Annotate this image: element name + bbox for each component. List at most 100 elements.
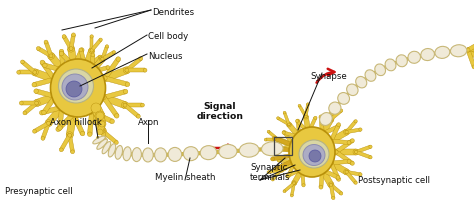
Circle shape: [72, 64, 76, 69]
Polygon shape: [292, 151, 314, 184]
Polygon shape: [277, 144, 294, 151]
Circle shape: [72, 64, 76, 69]
Circle shape: [307, 131, 310, 134]
Circle shape: [310, 150, 315, 155]
Circle shape: [347, 159, 351, 163]
Polygon shape: [303, 116, 314, 152]
Circle shape: [347, 141, 351, 144]
Circle shape: [276, 148, 279, 151]
Polygon shape: [76, 57, 105, 90]
Polygon shape: [287, 168, 303, 177]
Circle shape: [286, 122, 292, 127]
Polygon shape: [310, 117, 334, 153]
Circle shape: [74, 85, 82, 92]
Circle shape: [354, 120, 357, 123]
Circle shape: [290, 159, 294, 163]
Circle shape: [472, 65, 474, 69]
Circle shape: [298, 135, 301, 138]
Polygon shape: [24, 102, 38, 114]
Circle shape: [121, 102, 128, 108]
Circle shape: [329, 139, 333, 143]
Circle shape: [59, 51, 64, 56]
Polygon shape: [467, 39, 474, 52]
Circle shape: [99, 38, 102, 41]
Circle shape: [102, 76, 107, 80]
Circle shape: [66, 81, 82, 97]
Circle shape: [52, 77, 56, 82]
Polygon shape: [277, 137, 313, 154]
Circle shape: [292, 182, 295, 184]
Circle shape: [267, 171, 270, 174]
Circle shape: [310, 150, 315, 155]
Circle shape: [339, 109, 343, 112]
Circle shape: [33, 70, 36, 74]
Circle shape: [141, 103, 145, 107]
Polygon shape: [97, 123, 105, 133]
Circle shape: [309, 149, 315, 155]
Circle shape: [99, 121, 105, 127]
Polygon shape: [268, 169, 281, 174]
Circle shape: [116, 57, 120, 61]
Text: Synapse: Synapse: [310, 72, 347, 81]
Circle shape: [280, 169, 282, 171]
Polygon shape: [273, 137, 292, 146]
Polygon shape: [90, 55, 95, 72]
Polygon shape: [44, 63, 64, 73]
Circle shape: [292, 181, 297, 186]
Polygon shape: [467, 48, 474, 63]
Ellipse shape: [450, 45, 467, 57]
Circle shape: [276, 117, 279, 119]
Polygon shape: [88, 112, 94, 134]
Circle shape: [125, 82, 130, 86]
Ellipse shape: [168, 147, 182, 161]
Circle shape: [34, 89, 38, 94]
Circle shape: [329, 139, 333, 143]
Ellipse shape: [102, 141, 111, 154]
Polygon shape: [34, 122, 49, 133]
Polygon shape: [346, 120, 357, 133]
Circle shape: [101, 95, 106, 100]
Polygon shape: [301, 169, 305, 185]
Circle shape: [115, 141, 118, 144]
Circle shape: [277, 138, 280, 141]
Circle shape: [337, 123, 341, 127]
Circle shape: [466, 48, 470, 52]
Circle shape: [91, 103, 101, 113]
Circle shape: [309, 149, 315, 155]
Circle shape: [328, 116, 334, 122]
Circle shape: [46, 121, 50, 125]
Circle shape: [68, 133, 72, 137]
Circle shape: [466, 48, 470, 52]
Circle shape: [52, 77, 56, 82]
Circle shape: [110, 119, 114, 124]
Text: Signal
direction: Signal direction: [197, 102, 244, 121]
Circle shape: [283, 111, 286, 114]
Polygon shape: [331, 139, 349, 144]
Circle shape: [68, 45, 74, 52]
Circle shape: [17, 70, 20, 74]
Circle shape: [56, 127, 60, 132]
Circle shape: [90, 49, 93, 52]
Circle shape: [288, 123, 290, 126]
Polygon shape: [63, 36, 73, 50]
Text: Dendrites: Dendrites: [152, 8, 194, 17]
Polygon shape: [346, 170, 361, 176]
Circle shape: [345, 170, 348, 174]
Circle shape: [98, 55, 102, 59]
Circle shape: [288, 154, 292, 158]
Circle shape: [334, 150, 338, 154]
Circle shape: [359, 173, 362, 176]
Ellipse shape: [319, 113, 332, 125]
Ellipse shape: [239, 143, 259, 157]
Circle shape: [307, 131, 310, 134]
Circle shape: [96, 112, 104, 120]
Polygon shape: [102, 130, 118, 144]
Polygon shape: [283, 112, 290, 125]
Polygon shape: [40, 61, 56, 81]
Circle shape: [123, 67, 130, 74]
Circle shape: [43, 63, 47, 68]
Circle shape: [310, 150, 315, 155]
Circle shape: [319, 115, 323, 119]
Circle shape: [288, 148, 292, 152]
Circle shape: [74, 85, 82, 92]
